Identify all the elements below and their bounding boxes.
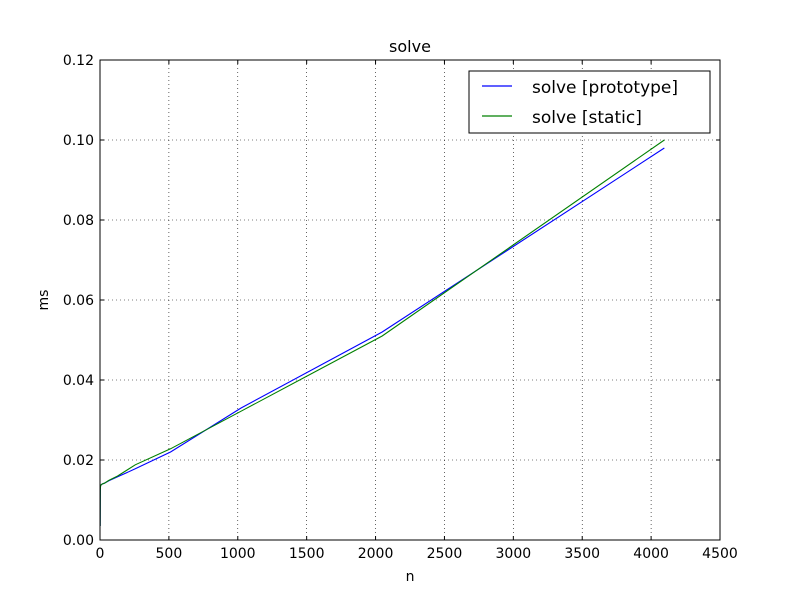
y-tick-label: 0.04 [63,373,94,389]
x-tick-label: 3000 [496,546,532,562]
x-tick-label: 4500 [702,546,738,562]
x-tick-label: 1500 [289,546,325,562]
series-lines [99,139,665,527]
y-tick-label: 0.02 [63,453,94,469]
legend-box [468,70,711,134]
series-line-1 [99,139,665,527]
x-axis-label: n [406,569,415,585]
x-tick-label: 4000 [633,546,669,562]
x-tick-label: 3500 [564,546,600,562]
y-axis-label: ms [36,290,52,311]
legend-label-static: solve [static] [532,108,642,128]
ticks [99,59,721,541]
y-tick-label: 0.12 [63,53,94,69]
y-tick-label: 0.08 [63,213,94,229]
legend: solve [prototype] solve [static] [468,70,711,134]
x-tick-label: 2000 [358,546,394,562]
x-tick-label: 500 [156,546,183,562]
y-tick-label: 0.10 [63,133,94,149]
chart-title: solve [389,37,431,56]
x-tick-label: 1000 [220,546,256,562]
y-tick-label: 0.00 [63,533,94,549]
legend-label-prototype: solve [prototype] [532,78,678,98]
x-tick-label: 0 [96,546,105,562]
grid-lines [100,60,720,540]
tick-labels: 0 500 1000 1500 2000 2500 3000 3500 4000 4500 0.00… [63,53,738,562]
y-tick-label: 0.06 [63,293,94,309]
x-tick-label: 2500 [427,546,463,562]
